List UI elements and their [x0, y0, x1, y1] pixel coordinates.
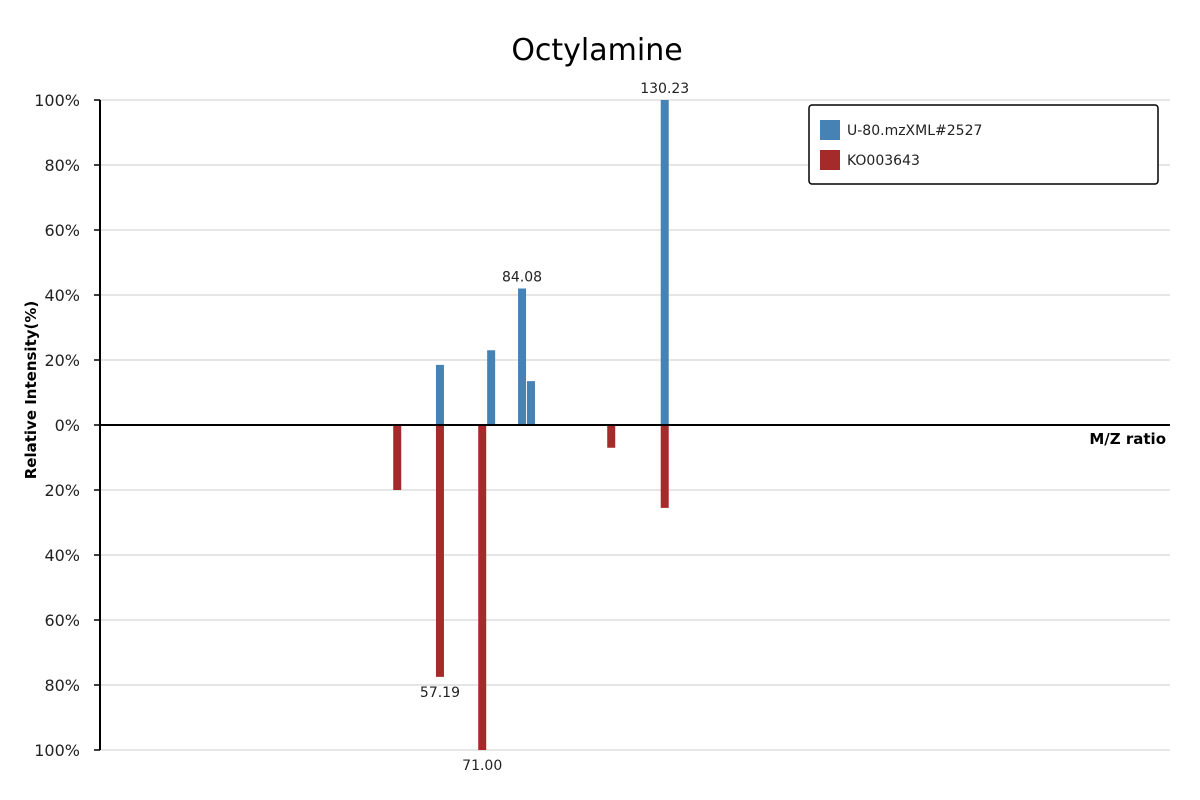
y-tick-labels: 100% 80% 60% 40% 20% 0% 20% 40% 60% 80% 100%: [34, 91, 100, 760]
y-tick-label: 20%: [44, 481, 80, 500]
x-axis-title: M/Z ratio: [1089, 430, 1166, 448]
peak-label: 84.08: [502, 270, 542, 286]
y-axis-title: Relative Intensity(%): [22, 301, 40, 480]
y-tick-label: 60%: [44, 221, 80, 240]
peak-label: 57.19: [420, 685, 460, 701]
spectrum-bar-negative: [393, 425, 402, 490]
peak-labels: 84.08 130.23 57.19 71.00: [420, 81, 689, 774]
spectrum-bar-negative: [435, 425, 444, 677]
y-tick-label: 80%: [44, 156, 80, 175]
spectrum-bar-negative: [660, 425, 669, 508]
spectrum-bars: [393, 100, 669, 750]
spectrum-bar-positive: [660, 100, 669, 425]
spectrum-bar-positive: [518, 288, 527, 425]
legend-swatch-1: [820, 120, 840, 140]
peak-label: 71.00: [462, 758, 502, 774]
legend-label-2: KO003643: [847, 153, 920, 169]
spectrum-bar-negative: [607, 425, 616, 448]
spectrum-bar-positive: [487, 350, 496, 425]
spectrum-bar-positive: [526, 381, 535, 425]
y-tick-label: 20%: [44, 351, 80, 370]
legend-box: [808, 104, 1159, 185]
legend: U-80.mzXML#2527 KO003643: [808, 104, 1159, 185]
y-tick-label: 60%: [44, 611, 80, 630]
spectrum-bar-negative: [478, 425, 487, 750]
y-tick-label: 40%: [44, 546, 80, 565]
legend-label-1: U-80.mzXML#2527: [847, 123, 982, 139]
legend-swatch-2: [820, 150, 840, 170]
y-tick-label: 100%: [34, 91, 80, 110]
chart-title: Octylamine: [511, 33, 682, 68]
peak-label: 130.23: [640, 81, 689, 97]
y-tick-label: 80%: [44, 676, 80, 695]
y-tick-label: 40%: [44, 286, 80, 305]
y-tick-label: 100%: [34, 741, 80, 760]
spectrum-bar-positive: [435, 364, 444, 425]
y-tick-label: 0%: [55, 416, 80, 435]
